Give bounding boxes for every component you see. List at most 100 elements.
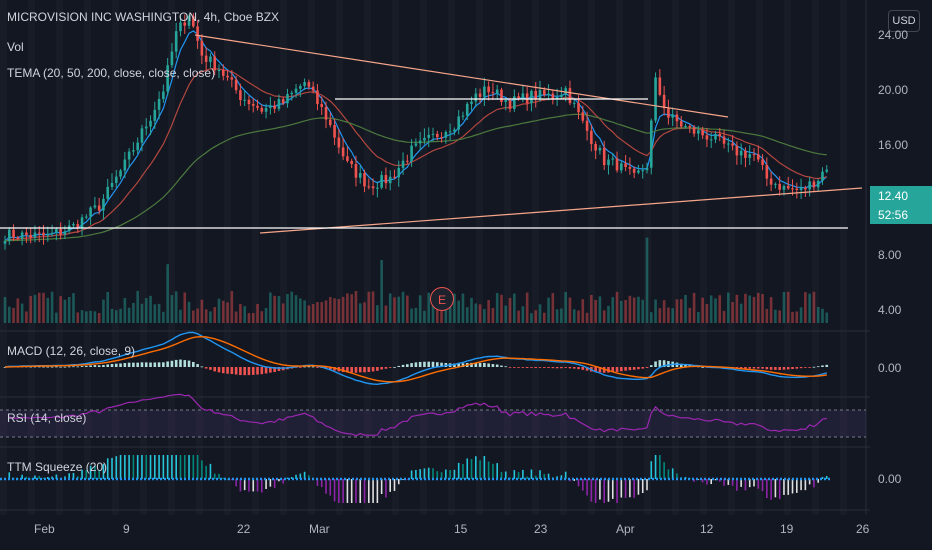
volume-bar — [590, 295, 593, 323]
candle-body — [778, 183, 781, 190]
squeeze-histogram-bar — [209, 463, 212, 479]
squeeze-histogram-bar — [25, 476, 28, 479]
macd-label[interactable]: MACD (12, 26, close, 9) — [7, 344, 136, 358]
symbol-title: MICROVISION INC WASHINGTON, 4h, Cboe BZX — [7, 10, 280, 24]
squeeze-histogram-bar — [64, 476, 66, 479]
squeeze-histogram-bar — [128, 455, 130, 479]
candle-body — [769, 178, 773, 185]
squeeze-histogram-bar — [47, 477, 49, 479]
candle-body — [513, 96, 516, 109]
macd-histogram-bar — [457, 363, 460, 367]
macd-histogram-bar — [739, 367, 743, 369]
currency-button[interactable]: USD — [888, 10, 920, 32]
squeeze-histogram-bar — [766, 479, 768, 499]
background-stripe — [28, 0, 35, 515]
candle-body — [577, 102, 580, 113]
squeeze-histogram-bar — [453, 469, 456, 479]
candle-body — [671, 114, 674, 118]
volume-bar — [688, 307, 692, 323]
macd-histogram-bar — [645, 367, 649, 368]
candle-body — [85, 216, 88, 218]
volume-bar — [517, 310, 520, 323]
background-stripe — [476, 0, 483, 515]
macd-histogram-bar — [140, 362, 144, 367]
squeeze-histogram-bar — [316, 479, 319, 486]
squeeze-histogram-bar — [265, 479, 267, 489]
squeeze-histogram-bar — [813, 479, 815, 488]
macd-histogram-bar — [551, 367, 555, 369]
ttm-squeeze-label[interactable]: TTM Squeeze (20) — [7, 460, 108, 474]
candle-body — [354, 164, 358, 178]
candle-body — [170, 51, 174, 66]
squeeze-histogram-bar — [582, 479, 584, 491]
candle-body — [478, 93, 482, 97]
macd-histogram-bar — [406, 364, 409, 367]
background-stripe — [224, 0, 231, 515]
squeeze-histogram-bar — [171, 455, 173, 479]
macd-histogram-bar — [474, 362, 478, 367]
candle-body — [722, 136, 726, 144]
time-label-feb: Feb — [34, 522, 55, 536]
squeeze-histogram-bar — [530, 469, 533, 479]
earnings-marker[interactable]: E — [430, 287, 454, 311]
candle-body — [204, 55, 208, 62]
candle-body — [89, 207, 92, 217]
squeeze-histogram-bar — [282, 479, 284, 484]
macd-histogram-bar — [504, 366, 508, 368]
squeeze-histogram-bar — [350, 479, 353, 503]
macd-histogram-bar — [371, 367, 375, 372]
volume-bar — [217, 298, 221, 323]
candle-body — [63, 231, 67, 235]
squeeze-histogram-bar — [646, 479, 648, 491]
rsi-label[interactable]: RSI (14, close) — [7, 411, 87, 425]
macd-histogram-bar — [89, 365, 92, 367]
volume-bar — [551, 293, 555, 323]
time-label-9: 9 — [123, 522, 130, 536]
background-stripe — [588, 0, 595, 515]
candle-body — [542, 90, 546, 96]
time-label-mar: Mar — [309, 522, 330, 536]
volume-bar — [461, 293, 465, 323]
volume-bar — [756, 292, 760, 323]
volume-bar — [277, 296, 281, 323]
volume-bar — [602, 310, 606, 323]
candle-body — [744, 150, 747, 158]
volume-bar — [714, 298, 717, 323]
volume-bar — [812, 291, 816, 323]
price-label-24: 24.00 — [878, 28, 909, 42]
candle-body — [239, 90, 242, 101]
volume-bar — [192, 310, 195, 323]
candle-body — [731, 143, 734, 146]
squeeze-histogram-bar — [201, 460, 203, 479]
candle-body — [264, 107, 268, 112]
squeeze-histogram-bar — [34, 475, 36, 479]
volume-bar — [478, 304, 482, 323]
volume-bar — [679, 299, 683, 323]
candle-body — [93, 205, 97, 208]
macd-histogram-bar — [153, 362, 157, 367]
candle-body — [363, 173, 366, 187]
macd-histogram-bar — [487, 363, 490, 367]
volume-indicator-label[interactable]: Vol — [7, 40, 24, 54]
candle-body — [816, 180, 820, 188]
macd-histogram-bar — [530, 367, 533, 368]
volume-bar — [251, 313, 255, 323]
tema-indicator-label[interactable]: TEMA (20, 50, 200, close, close, close) — [7, 66, 216, 80]
squeeze-histogram-bar — [821, 476, 824, 479]
candle-body — [179, 22, 182, 32]
macd-histogram-bar — [136, 362, 139, 367]
macd-histogram-bar — [701, 366, 704, 368]
squeeze-zero-label: 0.00 — [878, 472, 902, 486]
candle-body — [299, 86, 302, 89]
macd-histogram-bar — [204, 367, 208, 369]
macd-histogram-bar — [769, 367, 773, 370]
candle-body — [358, 173, 362, 178]
macd-histogram-bar — [414, 362, 418, 367]
squeeze-histogram-bar — [718, 479, 721, 482]
candle-body — [620, 163, 623, 171]
volume-bar — [12, 307, 15, 323]
squeeze-histogram-bar — [432, 468, 434, 479]
macd-histogram-bar — [388, 367, 392, 368]
